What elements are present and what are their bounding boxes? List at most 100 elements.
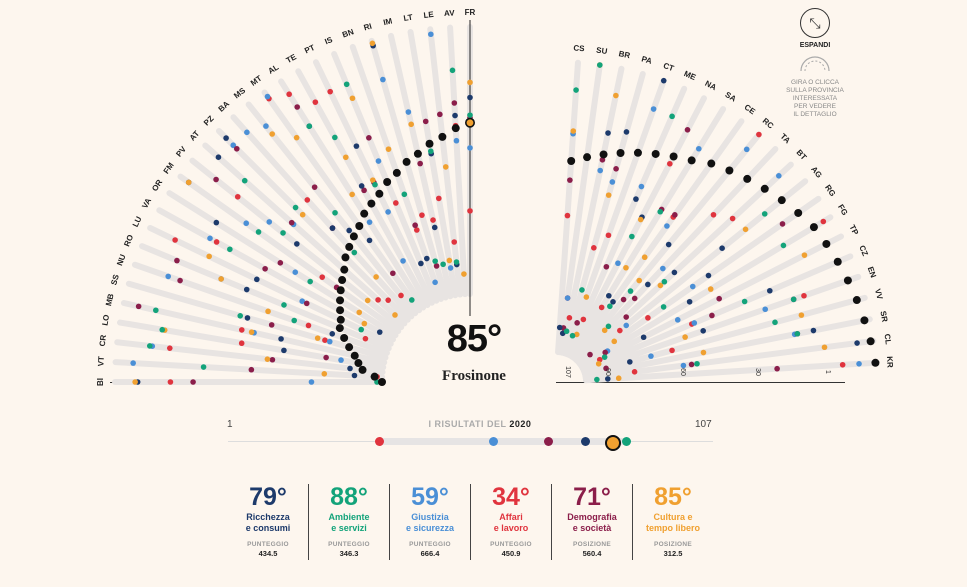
overall-rank-dot: [345, 343, 354, 352]
category-dot: [645, 281, 651, 288]
category-dot: [269, 131, 276, 137]
category-dot: [159, 326, 166, 333]
category-dot: [610, 299, 616, 305]
category-dot: [598, 304, 605, 311]
category-dot: [605, 323, 612, 330]
overall-rank-dot: [336, 306, 345, 315]
category-dot: [821, 344, 828, 351]
category-dot: [854, 340, 860, 346]
category-dot: [280, 230, 286, 236]
category-dot: [268, 322, 275, 328]
category-dot: [375, 158, 382, 164]
province-label: FG: [836, 203, 849, 217]
category-dot: [329, 225, 336, 231]
spoke-sr: [582, 316, 873, 380]
selected-overall-dot: [464, 117, 475, 128]
card-rank: 85°: [654, 483, 692, 511]
overall-rank-dot: [599, 150, 608, 159]
category-dot: [418, 260, 424, 267]
spoke-kr: [582, 359, 879, 384]
category-dot: [373, 274, 379, 280]
spoke-cz: [580, 253, 854, 374]
province-label: BI: [96, 378, 105, 386]
card-ambiente[interactable]: 88° Ambiente e servizi PUNTEGGIO 346.3: [309, 482, 389, 558]
category-dot: [605, 232, 612, 239]
spoke-lt: [407, 29, 459, 299]
category-dot: [660, 77, 667, 84]
category-dot: [358, 183, 365, 189]
province-label: LE: [423, 10, 435, 20]
spoke-ba: [230, 114, 415, 320]
category-dot: [597, 167, 603, 174]
slider-dot-demografia-e-societ-[interactable]: [544, 437, 554, 446]
province-label: EN: [866, 265, 878, 279]
category-dot: [603, 365, 609, 372]
category-dot: [579, 287, 585, 293]
category-dot: [636, 277, 642, 284]
category-dot: [604, 376, 611, 382]
category-dot: [174, 257, 180, 264]
category-dot: [312, 99, 319, 105]
overall-rank-dot: [336, 315, 345, 324]
category-dot: [820, 218, 827, 225]
hint-line-5: IL DETTAGLIO: [793, 111, 837, 118]
spoke-cr: [114, 339, 386, 376]
category-dot: [412, 222, 418, 229]
spoke-ro: [139, 243, 392, 352]
province-label: TP: [847, 223, 860, 237]
overall-rank-dot: [335, 324, 344, 333]
category-dot: [165, 273, 172, 280]
expand-button[interactable]: ⤡ ESPANDI: [780, 8, 850, 49]
category-dot: [567, 177, 573, 183]
category-dot: [794, 330, 801, 337]
overall-rank-dot: [760, 184, 769, 193]
category-dot: [361, 320, 368, 327]
category-dot: [601, 354, 608, 360]
slider-dot-cultura-e-tempo-libero[interactable]: [605, 435, 622, 451]
category-dot: [442, 164, 449, 170]
category-dot: [390, 270, 396, 277]
scale-tick-label: 60: [679, 368, 686, 376]
province-label: LT: [403, 13, 414, 23]
category-dot: [780, 242, 787, 249]
category-dot: [233, 145, 240, 152]
category-dot: [856, 360, 862, 367]
card-ricchezza[interactable]: 79° Ricchezza e consumi PUNTEGGIO 434.5: [228, 482, 308, 558]
overall-rank-dot: [340, 333, 349, 342]
category-dot: [839, 361, 846, 368]
overall-rank-dot: [341, 253, 350, 262]
category-dot: [307, 278, 313, 285]
category-dot: [311, 184, 318, 190]
category-dot: [227, 246, 233, 253]
category-dot: [281, 302, 287, 308]
category-dot: [601, 327, 608, 334]
slider-dot-ricchezza-e-consumi[interactable]: [580, 437, 590, 446]
slider-dot-affari-e-lavoro[interactable]: [374, 437, 384, 446]
slider-dot-ambiente-e-servizi[interactable]: [622, 437, 632, 446]
card-giustizia[interactable]: 59° Giustizia e sicurezza PUNTEGGIO 666.4: [390, 482, 470, 558]
card-category: Cultura e tempo libero: [645, 512, 700, 533]
province-label: AG: [809, 165, 824, 180]
card-affari[interactable]: 34° Affari e lavoro PUNTEGGIO 450.9: [471, 482, 551, 558]
category-dot: [761, 211, 768, 217]
overall-rank-dot: [345, 242, 354, 251]
overall-rank-dot: [392, 168, 401, 177]
overall-rank-dot: [413, 149, 422, 158]
card-rank: 79°: [249, 483, 287, 511]
card-demografia[interactable]: 71° Demografia e società POSIZIONE 560.4: [552, 482, 632, 558]
province-label: OR: [150, 178, 164, 193]
category-dot: [326, 338, 333, 345]
category-dot: [299, 298, 306, 304]
card-cultura[interactable]: 85° Cultura e tempo libero POSIZIONE 312.…: [633, 482, 713, 558]
category-dot: [422, 118, 429, 125]
spoke-en: [581, 273, 862, 376]
scale-tick-label: 30: [754, 368, 761, 376]
category-dot: [244, 129, 250, 136]
category-dot: [594, 376, 600, 383]
overall-rank-dot: [871, 358, 880, 367]
category-dot: [366, 219, 373, 225]
slider-dot-giustizia-e-sicurezza[interactable]: [489, 437, 499, 446]
slider-min-label: 1: [227, 419, 233, 430]
selected-rank: 85°: [446, 318, 502, 360]
